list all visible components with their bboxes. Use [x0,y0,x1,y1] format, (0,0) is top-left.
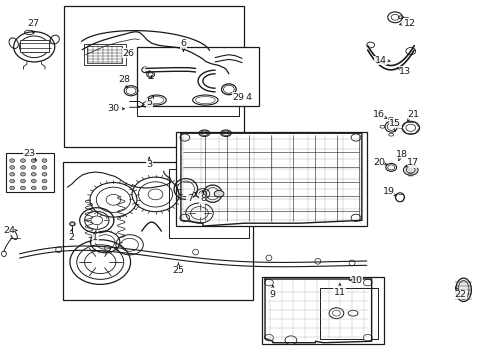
Circle shape [42,186,47,190]
Bar [168,169,249,238]
Text: 13: 13 [398,67,410,76]
Bar [261,277,383,344]
Text: 8: 8 [200,194,205,203]
Text: 9: 9 [269,290,275,299]
Text: 21: 21 [407,110,418,119]
Circle shape [20,172,25,176]
Circle shape [403,165,417,175]
Text: 7: 7 [186,194,192,203]
Text: 5: 5 [146,98,152,107]
Text: 23: 23 [23,149,35,158]
Text: 27: 27 [27,19,39,28]
Circle shape [10,159,15,162]
Bar [6,153,54,192]
Ellipse shape [214,190,224,197]
Text: 28: 28 [119,75,130,84]
Bar [62,162,253,300]
Circle shape [42,166,47,169]
Bar [20,40,49,52]
Bar [176,132,366,226]
Text: 15: 15 [388,118,400,127]
Text: 6: 6 [180,40,186,49]
Circle shape [20,159,25,162]
Ellipse shape [70,222,75,226]
Text: 11: 11 [333,288,345,297]
Circle shape [10,179,15,183]
Text: 12: 12 [403,19,415,28]
Text: 26: 26 [122,49,134,58]
Circle shape [31,186,36,190]
Text: 3: 3 [146,161,152,169]
Text: 18: 18 [395,150,407,158]
Circle shape [31,159,36,162]
Circle shape [285,336,296,345]
Circle shape [31,166,36,169]
Text: 22: 22 [454,290,466,299]
Circle shape [42,159,47,162]
Text: 16: 16 [372,110,384,119]
Circle shape [10,172,15,176]
Text: 10: 10 [350,276,362,284]
Circle shape [31,172,36,176]
Circle shape [363,334,371,341]
Text: 14: 14 [374,56,386,65]
Text: 19: 19 [382,187,394,196]
Ellipse shape [455,278,470,302]
Text: 17: 17 [407,158,418,167]
Circle shape [42,172,47,176]
Bar [63,6,244,147]
Circle shape [10,166,15,169]
Bar [320,288,377,339]
Circle shape [363,279,371,286]
Bar [137,84,238,116]
Circle shape [264,334,273,341]
Circle shape [20,179,25,183]
Text: 25: 25 [172,266,184,275]
Circle shape [20,166,25,169]
Text: 2: 2 [68,233,74,242]
Bar [137,47,259,106]
Text: 4: 4 [245,93,251,102]
Text: 30: 30 [107,104,119,113]
Text: 29: 29 [232,93,244,102]
Circle shape [264,279,273,286]
Text: 24: 24 [3,226,15,235]
Circle shape [20,186,25,190]
Text: 20: 20 [372,158,384,167]
Circle shape [10,186,15,190]
Circle shape [42,179,47,183]
Bar [84,44,125,65]
Circle shape [31,179,36,183]
Bar [87,46,122,63]
Text: 1: 1 [92,233,98,242]
